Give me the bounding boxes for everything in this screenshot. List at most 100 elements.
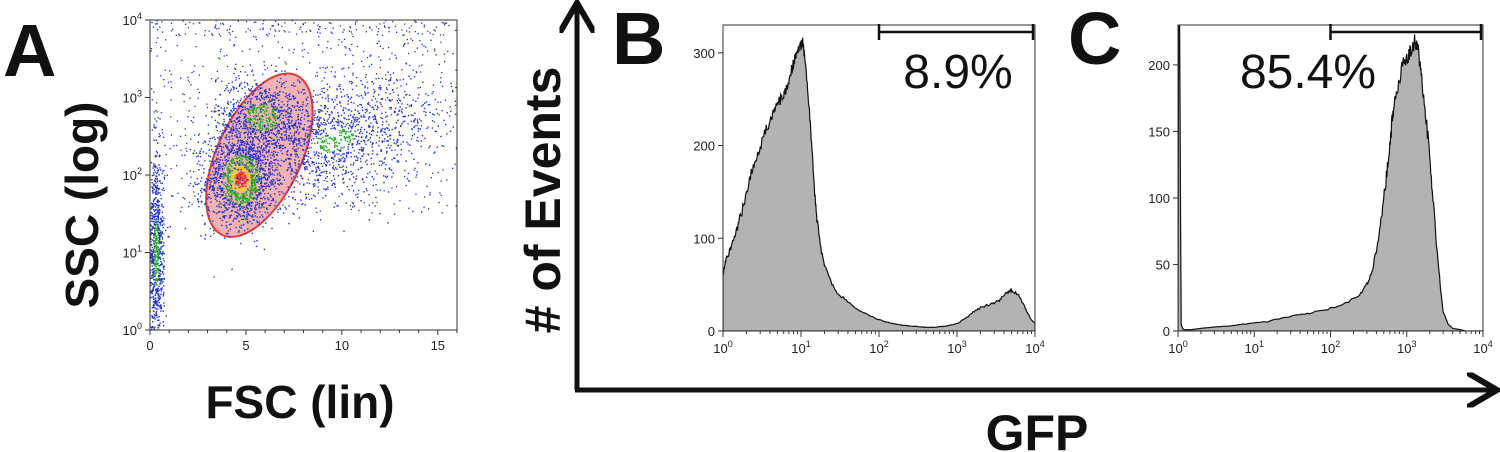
scatter-point bbox=[213, 136, 215, 138]
scatter-point bbox=[154, 302, 156, 305]
scatter-point bbox=[257, 202, 259, 204]
scatter-point bbox=[158, 269, 160, 272]
scatter-point bbox=[284, 124, 287, 127]
scatter-point bbox=[151, 277, 153, 279]
scatter-point bbox=[244, 124, 247, 127]
scatter-point bbox=[251, 182, 253, 185]
scatter-point bbox=[311, 170, 313, 172]
scatter-point bbox=[352, 122, 354, 124]
scatter-point bbox=[236, 187, 238, 190]
scatter-point bbox=[297, 101, 299, 103]
scatter-point bbox=[252, 93, 254, 95]
scatter-point bbox=[161, 129, 163, 131]
scatter-point bbox=[293, 186, 296, 189]
scatter-point bbox=[200, 201, 203, 203]
scatter-point bbox=[430, 177, 432, 179]
scatter-point bbox=[374, 205, 376, 207]
scatter-point bbox=[150, 233, 152, 235]
scatter-point bbox=[361, 155, 363, 157]
scatter-point bbox=[151, 217, 154, 219]
scatter-point bbox=[288, 163, 291, 166]
scatter-point bbox=[352, 202, 355, 205]
scatter-point bbox=[455, 69, 457, 71]
scatter-point bbox=[265, 165, 267, 168]
scatter-point bbox=[230, 88, 232, 90]
scatter-point bbox=[254, 207, 256, 209]
scatter-point bbox=[169, 226, 171, 228]
scatter-point bbox=[242, 162, 244, 164]
scatter-point bbox=[259, 216, 261, 218]
scatter-point bbox=[371, 212, 373, 214]
scatter-point bbox=[254, 177, 256, 179]
scatter-point bbox=[156, 246, 159, 248]
scatter-point bbox=[233, 145, 235, 147]
scatter-point bbox=[237, 150, 240, 152]
scatter-point bbox=[276, 166, 278, 169]
scatter-point bbox=[320, 141, 323, 143]
scatter-point bbox=[243, 123, 245, 125]
scatter-point bbox=[161, 189, 163, 191]
scatter-point bbox=[240, 224, 243, 227]
scatter-point bbox=[287, 94, 290, 96]
scatter-point bbox=[155, 229, 157, 232]
scatter-point bbox=[210, 180, 212, 182]
scatter-point bbox=[268, 204, 270, 207]
scatter-point bbox=[357, 118, 359, 121]
scatter-point bbox=[246, 221, 248, 223]
scatter-point bbox=[216, 154, 219, 156]
scatter-point bbox=[218, 138, 220, 140]
scatter-point bbox=[218, 114, 220, 116]
scatter-point bbox=[154, 215, 156, 217]
scatter-point bbox=[271, 105, 273, 107]
scatter-point bbox=[325, 160, 328, 162]
scatter-point bbox=[455, 86, 457, 89]
scatter-point bbox=[260, 84, 262, 86]
scatter-point bbox=[417, 127, 419, 130]
scatter-point bbox=[238, 186, 241, 189]
scatter-point bbox=[226, 191, 228, 194]
scatter-point bbox=[287, 108, 289, 111]
scatter-point bbox=[281, 101, 283, 103]
scatter-point bbox=[150, 215, 152, 217]
scatter-point bbox=[248, 143, 250, 146]
scatter-point bbox=[249, 98, 251, 100]
scatter-point bbox=[155, 293, 157, 295]
scatter-point bbox=[223, 184, 225, 186]
scatter-point bbox=[451, 89, 454, 92]
scatter-point bbox=[156, 279, 158, 282]
scatter-point bbox=[260, 137, 262, 139]
scatter-point bbox=[371, 176, 373, 178]
scatter-point bbox=[242, 196, 244, 198]
scatter-point bbox=[159, 241, 161, 243]
scatter-point bbox=[403, 43, 405, 46]
scatter-point bbox=[389, 58, 391, 60]
scatter-point bbox=[414, 167, 416, 169]
scatter-point bbox=[275, 109, 278, 111]
scatter-point bbox=[423, 107, 426, 110]
scatter-point bbox=[223, 211, 225, 213]
scatter-point bbox=[278, 130, 281, 132]
scatter-point bbox=[248, 199, 250, 201]
scatter-point bbox=[156, 316, 158, 319]
scatter-point bbox=[241, 109, 244, 111]
scatter-point bbox=[235, 79, 237, 81]
scatter-point bbox=[223, 198, 225, 200]
scatter-point bbox=[345, 131, 348, 133]
scatter-point bbox=[314, 110, 316, 112]
scatter-point bbox=[237, 20, 239, 22]
scatter-point bbox=[322, 66, 324, 69]
scatter-point bbox=[223, 124, 225, 127]
scatter-point bbox=[226, 29, 228, 31]
scatter-point bbox=[204, 141, 207, 143]
scatter-point bbox=[266, 128, 268, 130]
scatter-point bbox=[162, 258, 164, 260]
scatter-point bbox=[243, 211, 246, 213]
scatter-point bbox=[158, 319, 160, 321]
scatter-point bbox=[152, 200, 155, 202]
scatter-point bbox=[292, 97, 295, 99]
scatter-point bbox=[348, 137, 351, 140]
scatter-point bbox=[303, 183, 305, 185]
scatter-point bbox=[316, 75, 319, 77]
scatter-point bbox=[250, 179, 253, 181]
scatter-point bbox=[153, 111, 155, 113]
